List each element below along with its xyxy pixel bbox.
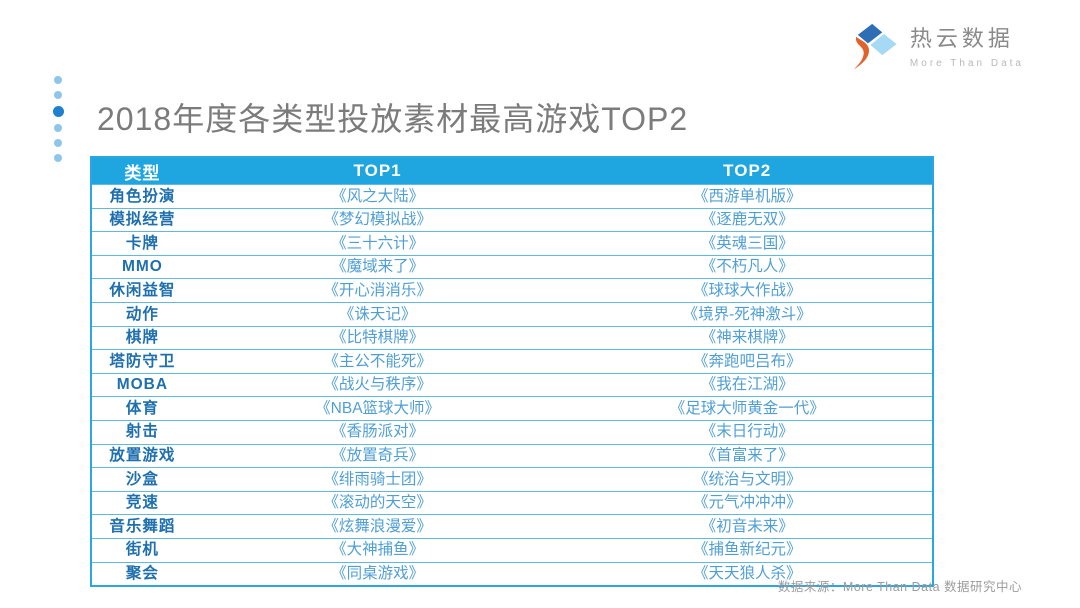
game-cell: 《末日行动》 xyxy=(562,419,932,445)
type-cell: 沙盒 xyxy=(92,467,193,492)
reyun-logo-icon xyxy=(853,23,897,70)
table-row: 街机 《大神捕鱼》 《捕鱼新纪元》 xyxy=(92,537,932,562)
logo-name: 热云数据 xyxy=(909,26,1014,51)
dot-icon xyxy=(54,76,62,84)
table-row: 动作 《诛天记》 《境界-死神激斗》 xyxy=(92,301,932,327)
game-cell: 《三十六计》 xyxy=(192,231,563,256)
game-cell: 《风之大陆》 xyxy=(192,184,563,209)
games-table-wrap: 类型 TOP1 TOP2 角色扮演 《风之大陆》 《西游单机版》 模拟经营 《梦幻模拟战… xyxy=(90,156,934,588)
type-cell: 休闲益智 xyxy=(92,278,193,303)
dot-icon xyxy=(54,91,62,99)
logo-text: 热云数据 More Than Data xyxy=(910,21,1024,69)
game-cell: 《足球大师黄金一代》 xyxy=(562,396,932,421)
game-cell: 《境界-死神激斗》 xyxy=(562,301,932,327)
type-cell: 射击 xyxy=(92,419,193,445)
dot-icon xyxy=(54,124,62,132)
game-cell: 《统治与文明》 xyxy=(562,467,932,492)
dot-icon-accent xyxy=(52,106,64,117)
game-cell: 《开心消消乐》 xyxy=(192,278,563,303)
column-header-top2: TOP2 xyxy=(562,158,932,185)
table-row: 音乐舞蹈 《炫舞浪漫爱》 《初音未来》 xyxy=(92,514,932,539)
games-table: 类型 TOP1 TOP2 角色扮演 《风之大陆》 《西游单机版》 模拟经营 《梦幻模拟战… xyxy=(92,158,932,586)
game-cell: 《魔域来了》 xyxy=(192,254,563,279)
table-row: 竞速 《滚动的天空》 《元气冲冲冲》 xyxy=(92,490,932,515)
game-cell: 《战火与秩序》 xyxy=(192,372,563,397)
game-cell: 《西游单机版》 xyxy=(562,184,932,209)
game-cell: 《初音未来》 xyxy=(562,514,932,539)
table-row: 模拟经营 《梦幻模拟战》 《逐鹿无双》 xyxy=(92,207,932,232)
game-cell: 《香肠派对》 xyxy=(192,419,563,445)
type-cell: 音乐舞蹈 xyxy=(92,514,193,539)
game-cell: 《滚动的天空》 xyxy=(192,490,563,515)
type-cell: 动作 xyxy=(92,301,193,327)
dot-icon xyxy=(54,154,62,162)
game-cell: 《元气冲冲冲》 xyxy=(562,490,932,515)
game-cell: 《NBA篮球大师》 xyxy=(192,396,563,421)
game-cell: 《我在江湖》 xyxy=(562,372,932,397)
game-cell: 《球球大作战》 xyxy=(562,278,932,303)
type-cell: 聚会 xyxy=(92,561,193,586)
table-row: 角色扮演 《风之大陆》 《西游单机版》 xyxy=(92,184,932,209)
game-cell: 《诛天记》 xyxy=(192,301,563,327)
game-cell: 《梦幻模拟战》 xyxy=(192,207,563,232)
game-cell: 《大神捕鱼》 xyxy=(192,537,563,562)
table-row: MOBA 《战火与秩序》 《我在江湖》 xyxy=(92,372,932,397)
game-cell: 《放置奇兵》 xyxy=(192,443,563,468)
page-title: 2018年度各类型投放素材最高游戏TOP2 xyxy=(97,101,689,137)
column-header-type: 类型 xyxy=(92,158,193,185)
table-row: 棋牌 《比特棋牌》 《神来棋牌》 xyxy=(92,325,932,350)
game-cell: 《绯雨骑士团》 xyxy=(192,467,563,492)
game-cell: 《炫舞浪漫爱》 xyxy=(192,514,563,539)
game-cell: 《英魂三国》 xyxy=(562,231,932,256)
game-cell: 《主公不能死》 xyxy=(192,349,563,374)
table-row: 卡牌 《三十六计》 《英魂三国》 xyxy=(92,231,932,256)
game-cell: 《捕鱼新纪元》 xyxy=(562,537,932,562)
table-row: 休闲益智 《开心消消乐》 《球球大作战》 xyxy=(92,278,932,303)
type-cell: 街机 xyxy=(92,537,193,562)
type-cell: 体育 xyxy=(92,396,193,421)
game-cell: 《逐鹿无双》 xyxy=(562,207,932,232)
game-cell: 《首富来了》 xyxy=(562,443,932,468)
reyun-logo: 热云数据 More Than Data xyxy=(846,18,1024,72)
table-row: 沙盒 《绯雨骑士团》 《统治与文明》 xyxy=(92,467,932,492)
table-row: 塔防守卫 《主公不能死》 《奔跑吧吕布》 xyxy=(92,349,932,374)
table-row: 放置游戏 《放置奇兵》 《首富来了》 xyxy=(92,443,932,468)
type-cell: MOBA xyxy=(92,372,193,397)
game-cell: 《天天狼人杀》 xyxy=(562,561,932,586)
table-row: MMO 《魔域来了》 《不朽凡人》 xyxy=(92,254,932,279)
type-cell: 塔防守卫 xyxy=(92,349,193,374)
data-source-note: 数据来源：More Than Data 数据研究中心 xyxy=(777,580,1022,594)
table-row: 聚会 《同桌游戏》 《天天狼人杀》 xyxy=(92,561,932,586)
type-cell: 角色扮演 xyxy=(92,184,193,209)
game-cell: 《奔跑吧吕布》 xyxy=(562,349,932,374)
type-cell: 模拟经营 xyxy=(92,207,193,232)
game-cell: 《神来棋牌》 xyxy=(562,325,932,350)
type-cell: 卡牌 xyxy=(92,231,193,256)
dot-icon xyxy=(54,139,62,147)
table-header-row: 类型 TOP1 TOP2 xyxy=(92,158,932,185)
logo-tagline: More Than Data xyxy=(909,58,1024,69)
type-cell: MMO xyxy=(92,254,193,279)
table-row: 射击 《香肠派对》 《末日行动》 xyxy=(92,419,932,445)
game-cell: 《同桌游戏》 xyxy=(192,561,563,586)
game-cell: 《比特棋牌》 xyxy=(192,325,563,350)
type-cell: 放置游戏 xyxy=(92,443,193,468)
type-cell: 棋牌 xyxy=(92,325,193,350)
decorative-dots xyxy=(52,76,64,162)
table-row: 体育 《NBA篮球大师》 《足球大师黄金一代》 xyxy=(92,396,932,421)
table-body: 角色扮演 《风之大陆》 《西游单机版》 模拟经营 《梦幻模拟战》 《逐鹿无双》 卡牌 《三十六… xyxy=(92,184,932,586)
column-header-top1: TOP1 xyxy=(192,158,563,185)
type-cell: 竞速 xyxy=(92,490,193,515)
game-cell: 《不朽凡人》 xyxy=(562,254,932,279)
